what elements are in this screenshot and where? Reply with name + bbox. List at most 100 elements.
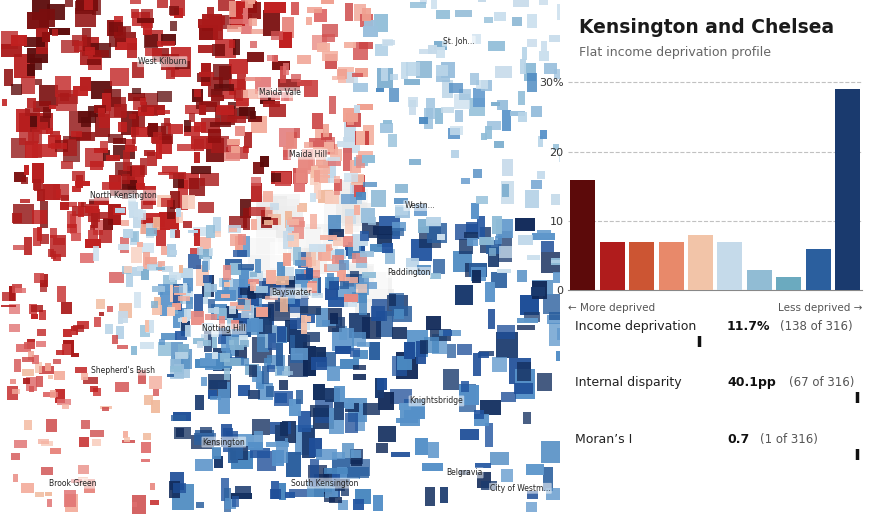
Bar — [202, 118, 219, 133]
Bar — [397, 356, 412, 371]
Bar — [553, 144, 559, 150]
Bar — [106, 155, 120, 161]
Bar — [324, 142, 334, 152]
Bar — [211, 95, 225, 101]
Bar — [36, 28, 47, 54]
Bar — [253, 161, 264, 174]
Bar — [417, 61, 432, 78]
Bar — [390, 74, 398, 80]
Bar — [47, 499, 53, 507]
Bar — [132, 112, 145, 127]
Bar — [91, 213, 98, 228]
Bar — [282, 150, 291, 160]
Bar — [307, 482, 325, 498]
Bar — [268, 104, 286, 117]
Bar — [189, 178, 205, 196]
Bar — [225, 279, 246, 300]
Bar — [41, 467, 53, 475]
Bar — [107, 306, 113, 312]
Bar — [337, 141, 343, 146]
Bar — [221, 294, 231, 298]
Bar — [285, 492, 296, 498]
Bar — [348, 242, 360, 259]
Bar — [168, 307, 175, 316]
Bar — [501, 181, 514, 204]
Bar — [34, 183, 43, 191]
Bar — [196, 395, 203, 410]
Bar — [53, 254, 61, 261]
Bar — [25, 342, 35, 349]
Bar — [250, 255, 286, 272]
Bar — [188, 254, 201, 269]
Bar — [72, 171, 85, 181]
Bar — [171, 342, 183, 369]
Bar — [123, 150, 131, 171]
Bar — [515, 383, 532, 394]
Bar — [317, 352, 336, 367]
Bar — [138, 210, 146, 220]
Bar — [123, 431, 128, 438]
Bar — [1, 31, 18, 49]
Bar — [256, 307, 268, 317]
Bar — [131, 346, 137, 355]
Bar — [154, 297, 161, 305]
Bar — [213, 348, 231, 371]
Bar — [109, 204, 121, 225]
Bar — [71, 479, 82, 483]
Bar — [50, 448, 61, 454]
Bar — [262, 101, 280, 107]
Bar — [276, 438, 289, 463]
Bar — [296, 274, 312, 281]
Bar — [141, 9, 153, 28]
Bar — [178, 180, 189, 210]
Bar — [351, 182, 361, 205]
Bar — [217, 327, 226, 344]
Bar — [203, 323, 213, 332]
Bar — [630, 242, 654, 290]
Bar — [478, 352, 489, 358]
Bar — [324, 189, 368, 232]
Bar — [297, 205, 304, 212]
Bar — [389, 294, 396, 306]
Bar — [251, 297, 261, 330]
Bar — [350, 348, 360, 357]
Bar — [278, 199, 298, 230]
Bar — [515, 218, 534, 231]
Bar — [140, 324, 151, 337]
Bar — [236, 14, 246, 26]
Bar — [288, 216, 304, 238]
Bar — [12, 213, 23, 223]
Bar — [356, 253, 367, 268]
Bar — [247, 319, 263, 332]
Bar — [344, 173, 358, 182]
Bar — [414, 204, 427, 216]
Text: Internal disparity: Internal disparity — [575, 376, 682, 390]
Bar — [143, 105, 165, 115]
Bar — [539, 130, 547, 139]
Bar — [311, 293, 324, 298]
Bar — [334, 176, 340, 183]
Bar — [339, 261, 349, 270]
Bar — [418, 219, 429, 233]
Bar — [357, 104, 373, 110]
Bar — [264, 358, 271, 366]
Bar — [323, 468, 344, 490]
Bar — [56, 350, 64, 355]
Bar — [145, 30, 163, 47]
Bar — [63, 139, 77, 156]
Bar — [285, 211, 292, 228]
Bar — [347, 264, 374, 282]
Bar — [31, 314, 38, 319]
Bar — [464, 232, 478, 238]
Bar — [313, 408, 334, 429]
Bar — [208, 77, 223, 97]
Bar — [338, 66, 354, 83]
Bar — [197, 201, 214, 213]
Bar — [35, 79, 42, 85]
Bar — [491, 102, 501, 106]
Bar — [355, 289, 394, 319]
Bar — [39, 366, 53, 374]
Bar — [335, 479, 345, 491]
Bar — [102, 182, 119, 190]
Bar — [437, 234, 445, 240]
